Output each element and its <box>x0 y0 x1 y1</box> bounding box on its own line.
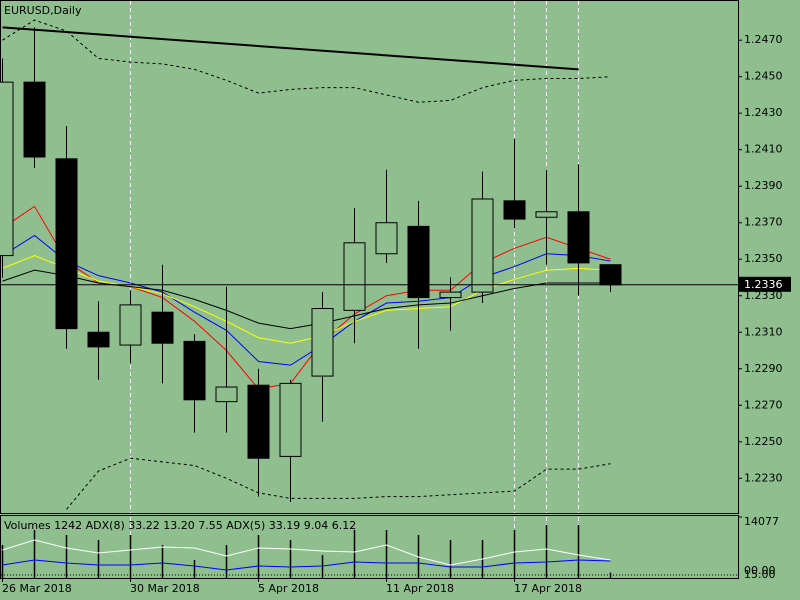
y-tick-label: 1.2350 <box>744 252 783 265</box>
candle-body <box>55 158 78 330</box>
y-tick-label: 1.2250 <box>744 435 783 448</box>
candle-body <box>279 382 302 457</box>
x-tick-label: 30 Mar 2018 <box>130 582 200 595</box>
y-tick-label: 1.2310 <box>744 325 783 338</box>
x-tick-label: 26 Mar 2018 <box>2 582 72 595</box>
candle-body <box>375 222 398 255</box>
trend-line <box>2 26 579 71</box>
adx-line <box>2 539 611 566</box>
candle-body <box>503 200 526 220</box>
candle-body <box>183 340 206 401</box>
envelope-line <box>66 457 611 510</box>
chart-title: EURUSD,Daily <box>4 4 82 17</box>
last-price-label: 1.2336 <box>744 278 783 291</box>
sub-label: 00.00 <box>744 564 776 577</box>
candle-body <box>23 81 46 158</box>
candle-body <box>311 308 334 377</box>
candle-body <box>343 242 366 311</box>
envelope-line <box>2 19 611 103</box>
candle-body <box>0 81 14 257</box>
ma-line <box>2 255 611 344</box>
sub-frame <box>0 515 739 579</box>
y-tick-label: 1.2270 <box>744 398 783 411</box>
last-price-box <box>739 276 791 292</box>
candle-body <box>599 264 622 286</box>
candle-body <box>151 311 174 344</box>
adx-line <box>2 559 611 571</box>
y-tick-label: 1.2470 <box>744 33 783 46</box>
candle-body <box>439 291 462 299</box>
y-tick-label: 14077 <box>744 515 779 528</box>
main-frame <box>0 0 739 514</box>
y-tick-label: 1.2390 <box>744 179 783 192</box>
y-tick-label: 1.2330 <box>744 289 783 302</box>
ma-line <box>2 269 611 330</box>
x-tick-label: 11 Apr 2018 <box>386 582 454 595</box>
candle-body <box>471 198 494 293</box>
candle-body <box>119 304 142 346</box>
candle-body <box>407 225 430 299</box>
y-tick-label: 1.2430 <box>744 106 783 119</box>
candle-body <box>247 384 270 459</box>
x-tick-label: 5 Apr 2018 <box>258 582 319 595</box>
y-tick-label: 1.2230 <box>744 471 783 484</box>
y-tick-label: 1.2450 <box>744 70 783 83</box>
sub-title: Volumes 1242 ADX(8) 33.22 13.20 7.55 ADX… <box>4 519 356 532</box>
candle-body <box>87 331 110 348</box>
y-tick-label: 1.2410 <box>744 143 783 156</box>
ma-line <box>2 234 611 366</box>
candle-body <box>567 211 590 264</box>
candle-body <box>215 386 238 403</box>
x-tick-label: 17 Apr 2018 <box>514 582 582 595</box>
y-tick-label: 1.2370 <box>744 216 783 229</box>
y-tick-label: 1.2290 <box>744 362 783 375</box>
y2-tick-label: 15.00 <box>744 568 776 581</box>
candle-body <box>535 211 558 218</box>
